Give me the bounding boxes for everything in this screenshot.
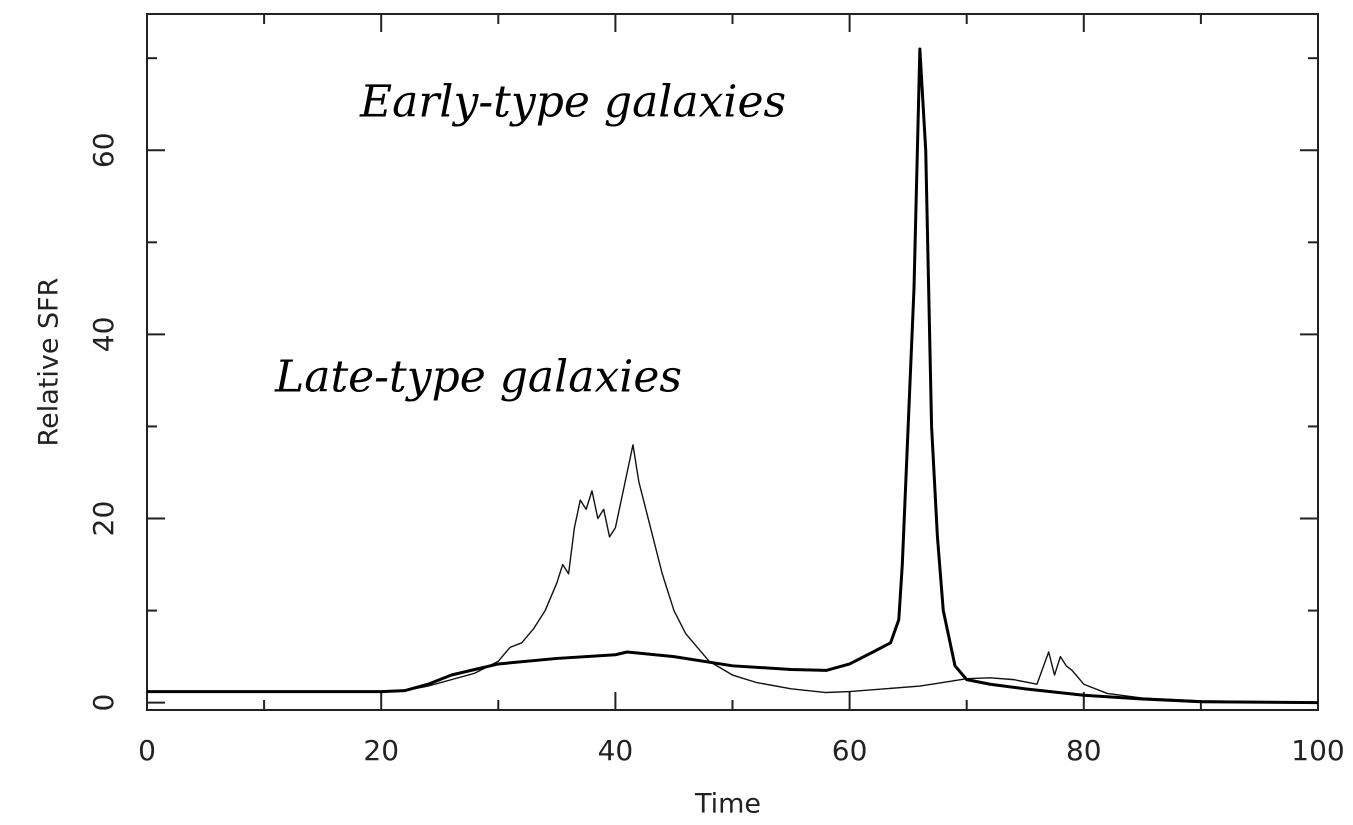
- x-axis-label: Time: [694, 789, 761, 820]
- x-tick-label: 40: [598, 734, 634, 767]
- y-tick-label: 20: [87, 501, 120, 537]
- x-tick-label: 20: [363, 734, 399, 767]
- series-line: [147, 444, 1319, 704]
- series-annotation: Late-type galaxies: [274, 352, 682, 403]
- y-tick-label: 40: [87, 317, 120, 353]
- y-tick-label: 0: [87, 694, 120, 712]
- y-tick-label: 60: [87, 132, 120, 168]
- x-tick-label: 60: [832, 734, 868, 767]
- series-line: [147, 47, 1319, 705]
- y-axis-label: Relative SFR: [34, 278, 65, 447]
- series-annotation: Early-type galaxies: [359, 77, 786, 128]
- x-tick-label: 0: [138, 734, 156, 767]
- x-tick-label: 100: [1291, 734, 1344, 767]
- x-tick-label: 80: [1066, 734, 1102, 767]
